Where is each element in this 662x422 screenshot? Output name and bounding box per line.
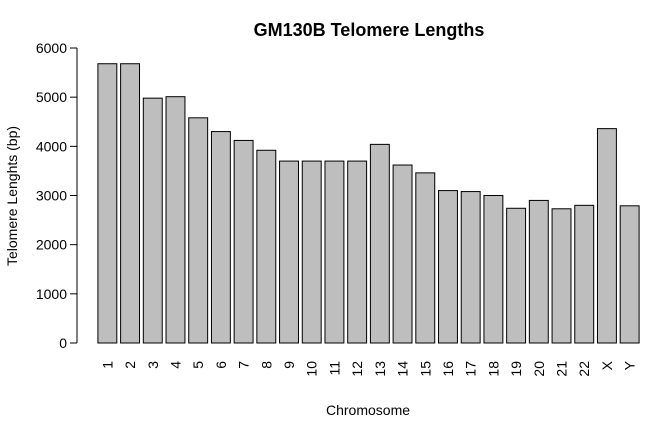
bar-chr-15 [415, 172, 436, 344]
x-tick-label: 14 [395, 361, 411, 377]
x-tick-label: 13 [372, 361, 388, 377]
x-tick-label: 8 [258, 361, 274, 369]
x-tick-label: 9 [281, 361, 297, 369]
chart-title: GM130B Telomere Lengths [254, 20, 485, 40]
bar-chr-18 [483, 195, 504, 344]
bar-chr-14 [392, 164, 413, 344]
bar-chr-13 [369, 143, 390, 344]
y-tick-label: 3000 [36, 188, 67, 204]
bar-chr-19 [506, 207, 527, 344]
bar-chr-21 [551, 208, 572, 344]
bar-chr-6 [210, 131, 231, 344]
x-tick-label: 3 [145, 361, 161, 369]
x-tick-label: X [599, 360, 615, 370]
y-tick-label: 6000 [36, 40, 67, 56]
x-tick-label: 20 [531, 361, 547, 377]
x-tick-label: Y [622, 360, 638, 370]
x-tick-label: 5 [190, 361, 206, 369]
x-tick-labels: 1 2 3 4 5 6 7 8 9 10 11 12 13 14 15 16 17 18 19 20 21 22 X Y [99, 360, 637, 376]
x-tick-label: 21 [554, 361, 570, 377]
bar-chr-12 [347, 160, 368, 344]
x-tick-label: 16 [440, 361, 456, 377]
x-tick-label: 15 [417, 361, 433, 377]
bar-chr-1 [97, 63, 118, 344]
bar-chr-16 [438, 190, 458, 344]
x-tick-label: 12 [349, 361, 365, 377]
x-tick-label: 2 [122, 361, 138, 369]
x-axis-label: Chromosome [326, 402, 410, 418]
x-tick-label: 4 [167, 361, 183, 369]
y-axis: 0 1000 2000 3000 4000 5000 6000 [36, 40, 78, 351]
bar-chr-10 [301, 160, 322, 344]
y-tick-label: 0 [59, 335, 67, 351]
y-tick-label: 4000 [36, 138, 67, 154]
bar-chr-2 [120, 63, 141, 344]
x-tick-label: 17 [463, 361, 479, 377]
bar-chr-9 [279, 160, 299, 344]
x-tick-label: 10 [304, 361, 320, 377]
y-tick-label: 1000 [36, 286, 67, 302]
bar-chr-X [596, 128, 617, 344]
x-tick-label: 22 [576, 361, 592, 377]
bar-chr-7 [233, 139, 254, 344]
bar-chr-8 [256, 149, 277, 344]
bar-chr-4 [165, 96, 186, 344]
y-axis-label: Telomere Lenghts (bp) [4, 126, 20, 266]
x-tick-label: 6 [213, 361, 229, 369]
x-tick-label: 7 [236, 361, 252, 369]
x-tick-label: 19 [508, 361, 524, 377]
bar-chr-3 [142, 97, 163, 344]
x-tick-label: 11 [326, 361, 342, 376]
x-tick-label: 18 [485, 361, 501, 377]
bar-chr-22 [574, 204, 595, 344]
bar-chr-Y [619, 205, 640, 344]
y-tick-label: 2000 [36, 237, 67, 253]
x-tick-label: 1 [99, 361, 115, 369]
bar-chr-17 [460, 191, 481, 344]
bars [97, 63, 640, 344]
bar-chr-11 [324, 160, 345, 344]
bar-chr-20 [528, 199, 549, 344]
bar-chr-5 [188, 117, 209, 344]
y-tick-label: 5000 [36, 89, 67, 105]
